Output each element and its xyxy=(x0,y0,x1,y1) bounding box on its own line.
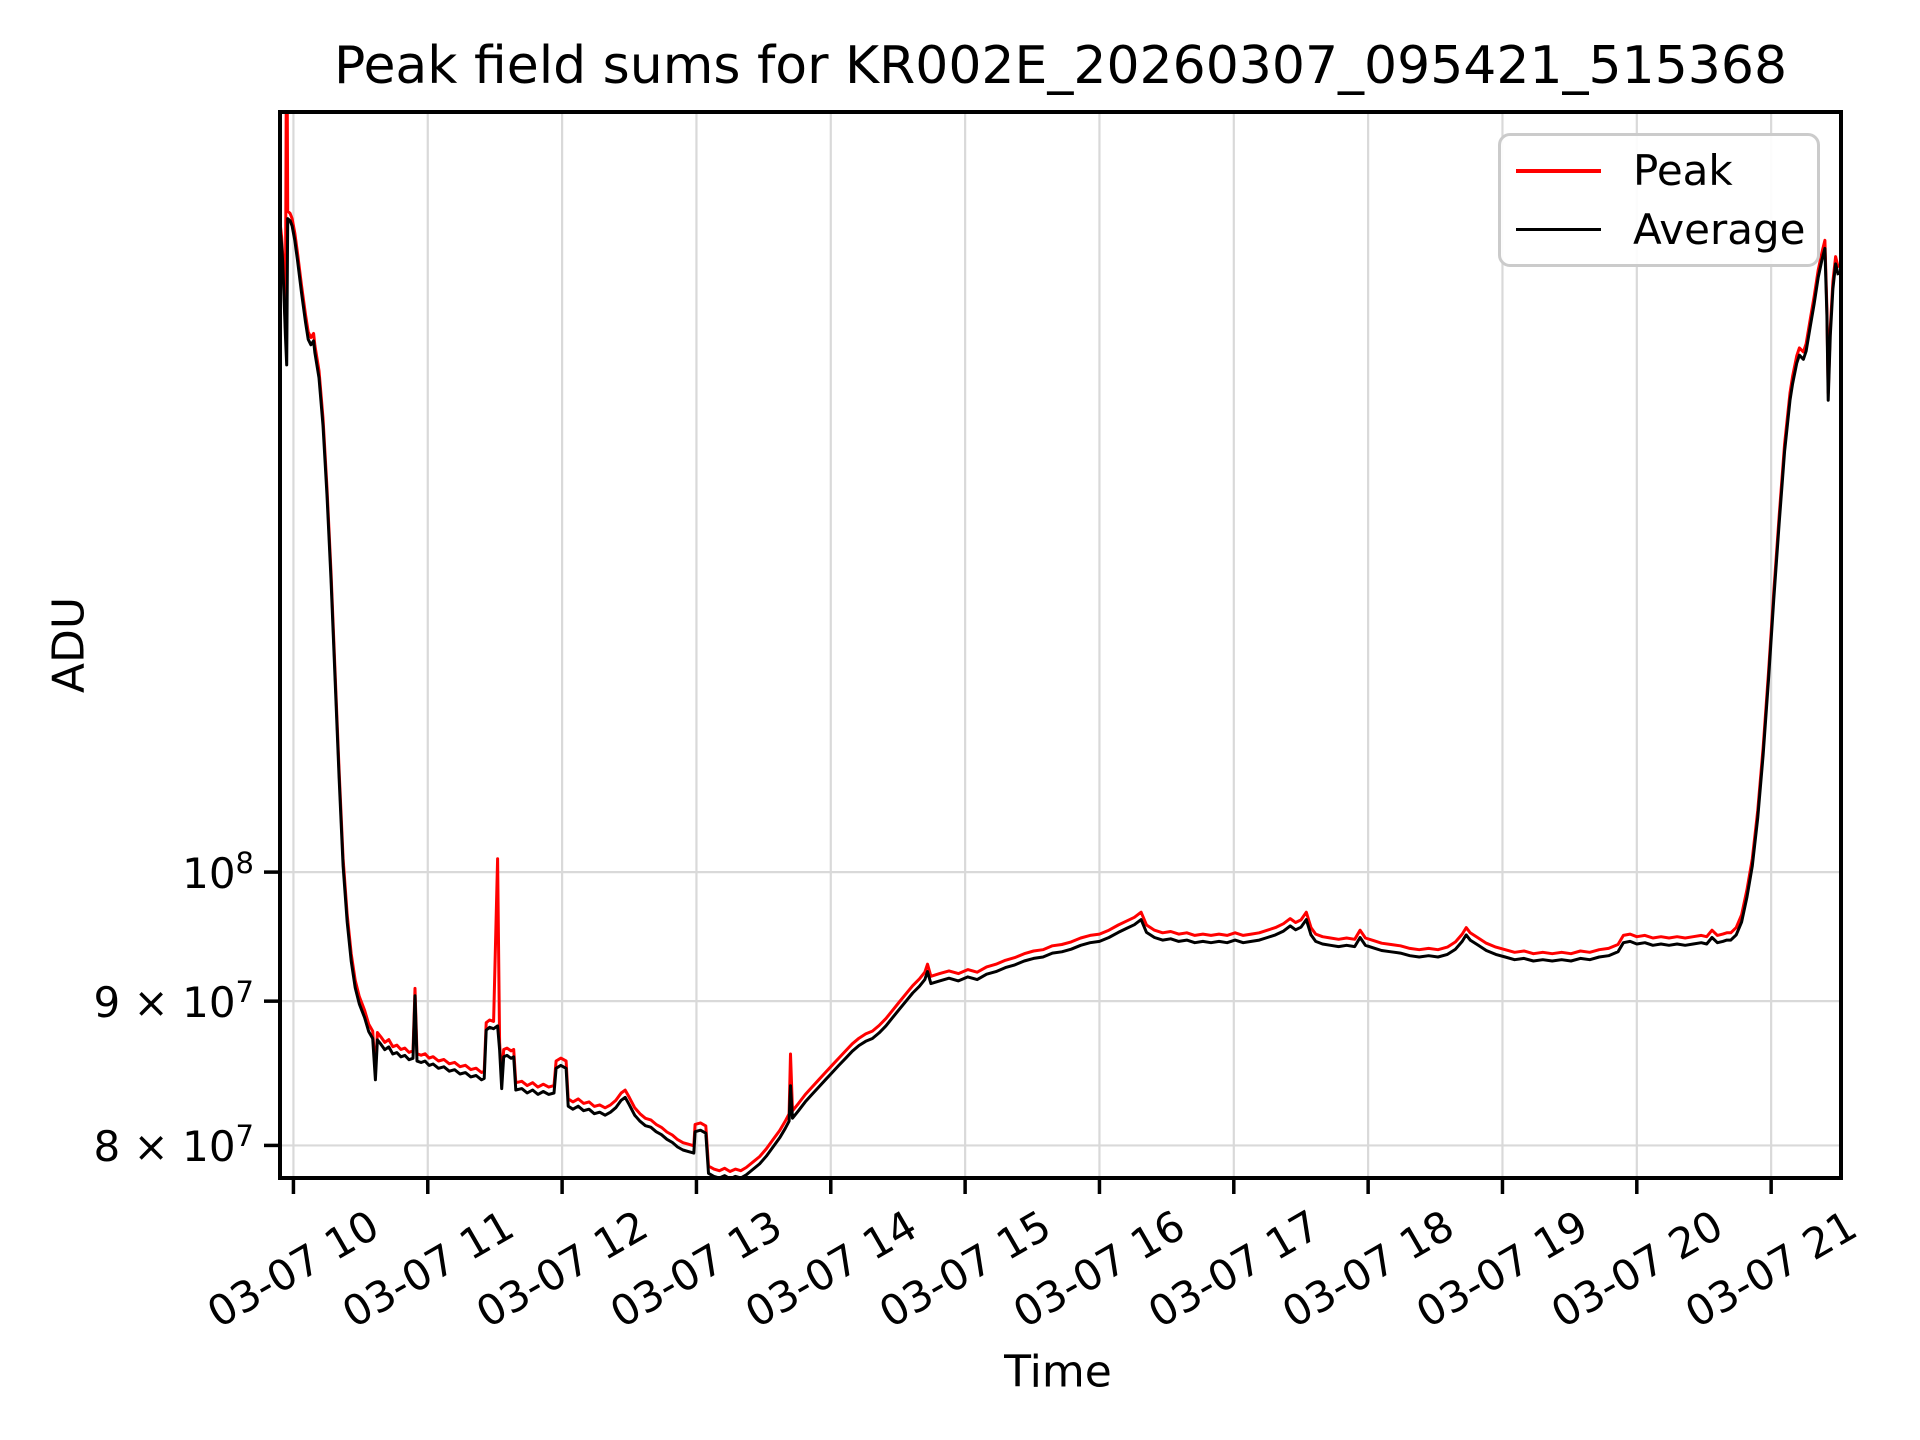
axes-frame xyxy=(278,110,1843,1180)
legend-line-average-icon xyxy=(1516,228,1601,231)
y-tick-label: 8 × 107 xyxy=(93,1119,254,1172)
peak-line xyxy=(282,114,1839,1173)
legend-line-peak-icon xyxy=(1516,168,1601,173)
chart-title: Peak field sums for KR002E_20260307_0954… xyxy=(333,36,1788,96)
average-line xyxy=(282,217,1839,1176)
x-axis-label: Time xyxy=(1004,1346,1112,1398)
legend-entry-peak: Peak xyxy=(1516,146,1817,195)
legend-label-average: Average xyxy=(1633,205,1806,254)
y-axis-label: ADU xyxy=(43,596,95,694)
legend-label-peak: Peak xyxy=(1633,146,1733,195)
legend: Peak Average xyxy=(1498,133,1820,267)
data-series xyxy=(282,114,1839,1176)
y-tick-label: 108 xyxy=(182,846,254,899)
tick-marks xyxy=(264,870,1773,1194)
legend-entry-average: Average xyxy=(1516,205,1817,254)
y-tick-label: 9 × 107 xyxy=(93,975,254,1028)
gridlines xyxy=(280,112,1841,1178)
